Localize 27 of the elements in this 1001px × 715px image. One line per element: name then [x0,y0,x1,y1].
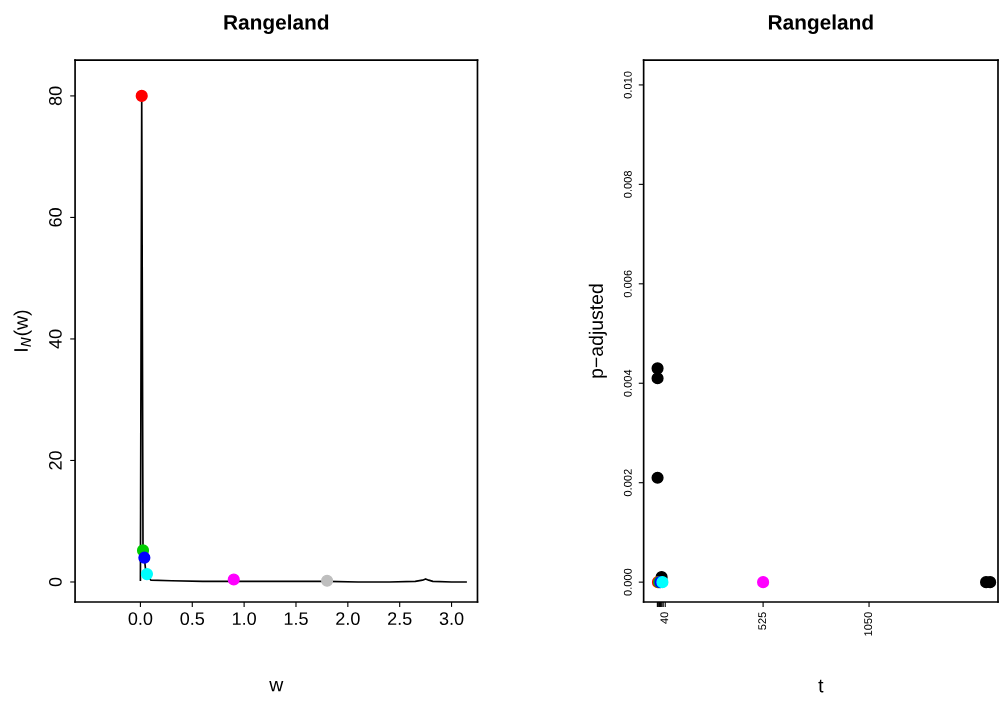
y-tick-label: 0.004 [623,369,632,397]
x-axis-title: w [269,681,284,692]
y-tick-label: 80 [49,86,62,106]
x-tick-label: 0.0 [128,612,153,626]
y-axis-title: I$_{N}$(w) [13,310,32,351]
chart-title: Rangeland [768,14,873,34]
y-tick-label: 0.000 [623,568,632,596]
y-tick-label: 40 [49,329,62,349]
y-tick-label: 0 [49,577,62,587]
y-tick-label: 0.010 [623,71,632,99]
x-tick-label: 1.5 [284,612,308,626]
chart-title: Rangeland [224,14,329,34]
y-tick-label: 60 [49,208,62,227]
x-tick-label: 1050 [864,612,873,636]
x-tick-label: 0.5 [180,612,205,626]
x-tick-label: 3.0 [439,612,464,626]
x-tick-label: 40 [660,612,669,624]
x-tick-label: 2.0 [336,612,360,626]
y-tick-label: 0.002 [623,469,632,497]
y-tick-label: 0.008 [623,170,632,198]
y-axis-title: p−adjusted [588,284,607,378]
y-tick-label: 20 [49,451,62,470]
x-tick-label: 525 [758,612,767,630]
x-tick-label: 1.0 [232,612,256,626]
x-axis-title: t [818,679,824,693]
x-tick-label: 2.5 [388,612,412,626]
y-tick-label: 0.006 [623,270,632,298]
